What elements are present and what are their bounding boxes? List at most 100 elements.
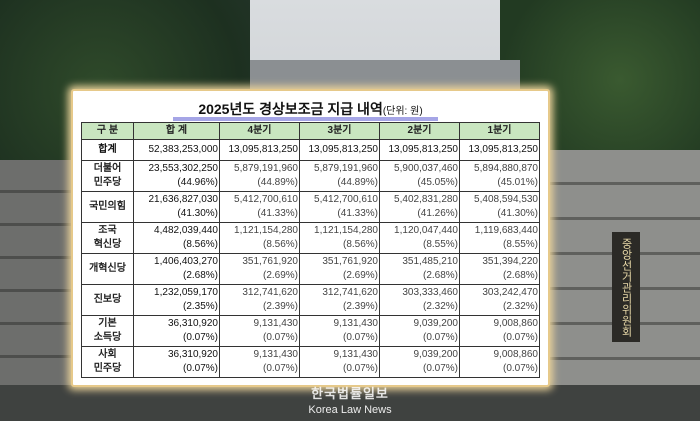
table-row: 사회 민주당 36,310,920 (0.07%) 9,131,430 (0.07%) 9,… (81, 346, 540, 378)
share-percent: (0.07%) (502, 363, 538, 374)
share-percent: (8.56%) (342, 239, 378, 250)
share-percent: (8.55%) (422, 239, 458, 250)
amount-value: 5,408,594,530 (474, 194, 538, 205)
amount-cell: 351,761,920 (2.69%) (219, 253, 300, 285)
share-percent: (0.07%) (262, 332, 298, 343)
party-label: 개혁신당 (81, 253, 134, 285)
nec-sign: 중앙선거관리위원회 (612, 232, 640, 342)
party-label-line: 민주당 (93, 177, 122, 188)
amount-value: 5,879,191,960 (234, 163, 298, 174)
amount-cell: 4,482,039,440 (8.56%) (133, 222, 220, 254)
party-label-line: 사회 (98, 349, 117, 360)
column-header: 구 분 (81, 122, 134, 140)
amount-value: 5,402,831,280 (394, 194, 458, 205)
amount-value: 312,741,620 (322, 287, 378, 298)
amount-cell: 303,333,460 (2.32%) (379, 284, 460, 316)
amount-value: 1,121,154,280 (314, 225, 378, 236)
party-label-line: 더불어 (93, 163, 122, 174)
amount-cell: 36,310,920 (0.07%) (133, 315, 220, 347)
amount-value: 5,894,880,870 (474, 163, 538, 174)
amount-value: 9,008,860 (493, 318, 539, 329)
party-label-line: 기본 (98, 318, 117, 329)
total-cell: 13,095,813,250 (379, 139, 460, 161)
share-percent: (2.39%) (342, 301, 378, 312)
watermark-ko: 한국법률일보 (311, 386, 389, 401)
amount-value: 9,008,860 (493, 349, 539, 360)
amount-value: 21,636,827,030 (148, 194, 218, 205)
ground (0, 385, 700, 421)
column-header: 1분기 (459, 122, 540, 140)
share-percent: (41.26%) (417, 208, 458, 219)
amount-cell: 5,879,191,960 (44.89%) (299, 160, 380, 192)
share-percent: (0.07%) (502, 332, 538, 343)
party-label-line: 조국 (98, 225, 117, 236)
share-percent: (8.56%) (262, 239, 298, 250)
table-row: 기본 소득당 36,310,920 (0.07%) 9,131,430 (0.07%) 9,… (81, 315, 540, 347)
amount-value: 1,406,403,270 (154, 256, 218, 267)
share-percent: (0.07%) (262, 363, 298, 374)
share-percent: (0.07%) (422, 332, 458, 343)
amount-cell: 5,900,037,460 (45.05%) (379, 160, 460, 192)
amount-cell: 1,119,683,440 (8.55%) (459, 222, 540, 254)
amount-value: 9,131,430 (333, 349, 379, 360)
amount-cell: 1,121,154,280 (8.56%) (299, 222, 380, 254)
table-title: 2025년도 경상보조금 지급 내역(단위: 원) (73, 99, 548, 119)
share-percent: (2.69%) (262, 270, 298, 281)
title-underline (173, 117, 438, 121)
party-label: 기본 소득당 (81, 315, 134, 347)
amount-cell: 5,408,594,530 (41.30%) (459, 191, 540, 223)
column-header: 합 계 (133, 122, 220, 140)
amount-cell: 9,008,860 (0.07%) (459, 315, 540, 347)
amount-value: 1,121,154,280 (234, 225, 298, 236)
amount-cell: 5,894,880,870 (45.01%) (459, 160, 540, 192)
party-label-line: 개혁신당 (89, 263, 126, 274)
table-row: 진보당 1,232,059,170 (2.35%) 312,741,620 (2.39%… (81, 284, 540, 316)
amount-cell: 9,131,430 (0.07%) (299, 346, 380, 378)
amount-value: 1,120,047,440 (394, 225, 458, 236)
amount-cell: 9,039,200 (0.07%) (379, 346, 460, 378)
amount-value: 9,131,430 (253, 318, 299, 329)
share-percent: (2.68%) (182, 270, 218, 281)
total-cell: 13,095,813,250 (299, 139, 380, 161)
amount-cell: 351,485,210 (2.68%) (379, 253, 460, 285)
party-label-line: 혁신당 (93, 239, 122, 250)
amount-value: 36,310,920 (167, 349, 218, 360)
amount-value: 303,242,470 (482, 287, 538, 298)
amount-value: 9,039,200 (413, 318, 459, 329)
amount-value: 5,412,700,610 (314, 194, 378, 205)
amount-value: 9,131,430 (333, 318, 379, 329)
party-label: 진보당 (81, 284, 134, 316)
amount-value: 5,412,700,610 (234, 194, 298, 205)
watermark-en: Korea Law News (308, 404, 392, 416)
share-percent: (8.56%) (182, 239, 218, 250)
amount-cell: 303,242,470 (2.32%) (459, 284, 540, 316)
share-percent: (41.33%) (337, 208, 378, 219)
amount-value: 1,119,683,440 (474, 225, 538, 236)
amount-value: 36,310,920 (167, 318, 218, 329)
party-label-line: 민주당 (93, 363, 122, 374)
amount-value: 23,553,302,250 (148, 163, 218, 174)
share-percent: (45.05%) (417, 177, 458, 188)
share-percent: (41.33%) (257, 208, 298, 219)
share-percent: (2.35%) (182, 301, 218, 312)
amount-cell: 312,741,620 (2.39%) (219, 284, 300, 316)
amount-cell: 5,402,831,280 (41.26%) (379, 191, 460, 223)
amount-value: 9,039,200 (413, 349, 459, 360)
share-percent: (2.32%) (502, 301, 538, 312)
share-percent: (2.32%) (422, 301, 458, 312)
amount-cell: 1,120,047,440 (8.55%) (379, 222, 460, 254)
stone-wall-left (0, 160, 75, 421)
amount-cell: 1,121,154,280 (8.56%) (219, 222, 300, 254)
share-percent: (44.89%) (337, 177, 378, 188)
share-percent: (2.69%) (342, 270, 378, 281)
party-label: 국민의힘 (81, 191, 134, 223)
share-percent: (2.39%) (262, 301, 298, 312)
amount-cell: 351,761,920 (2.69%) (299, 253, 380, 285)
amount-cell: 9,131,430 (0.07%) (219, 315, 300, 347)
party-label-line: 국민의힘 (89, 201, 126, 212)
